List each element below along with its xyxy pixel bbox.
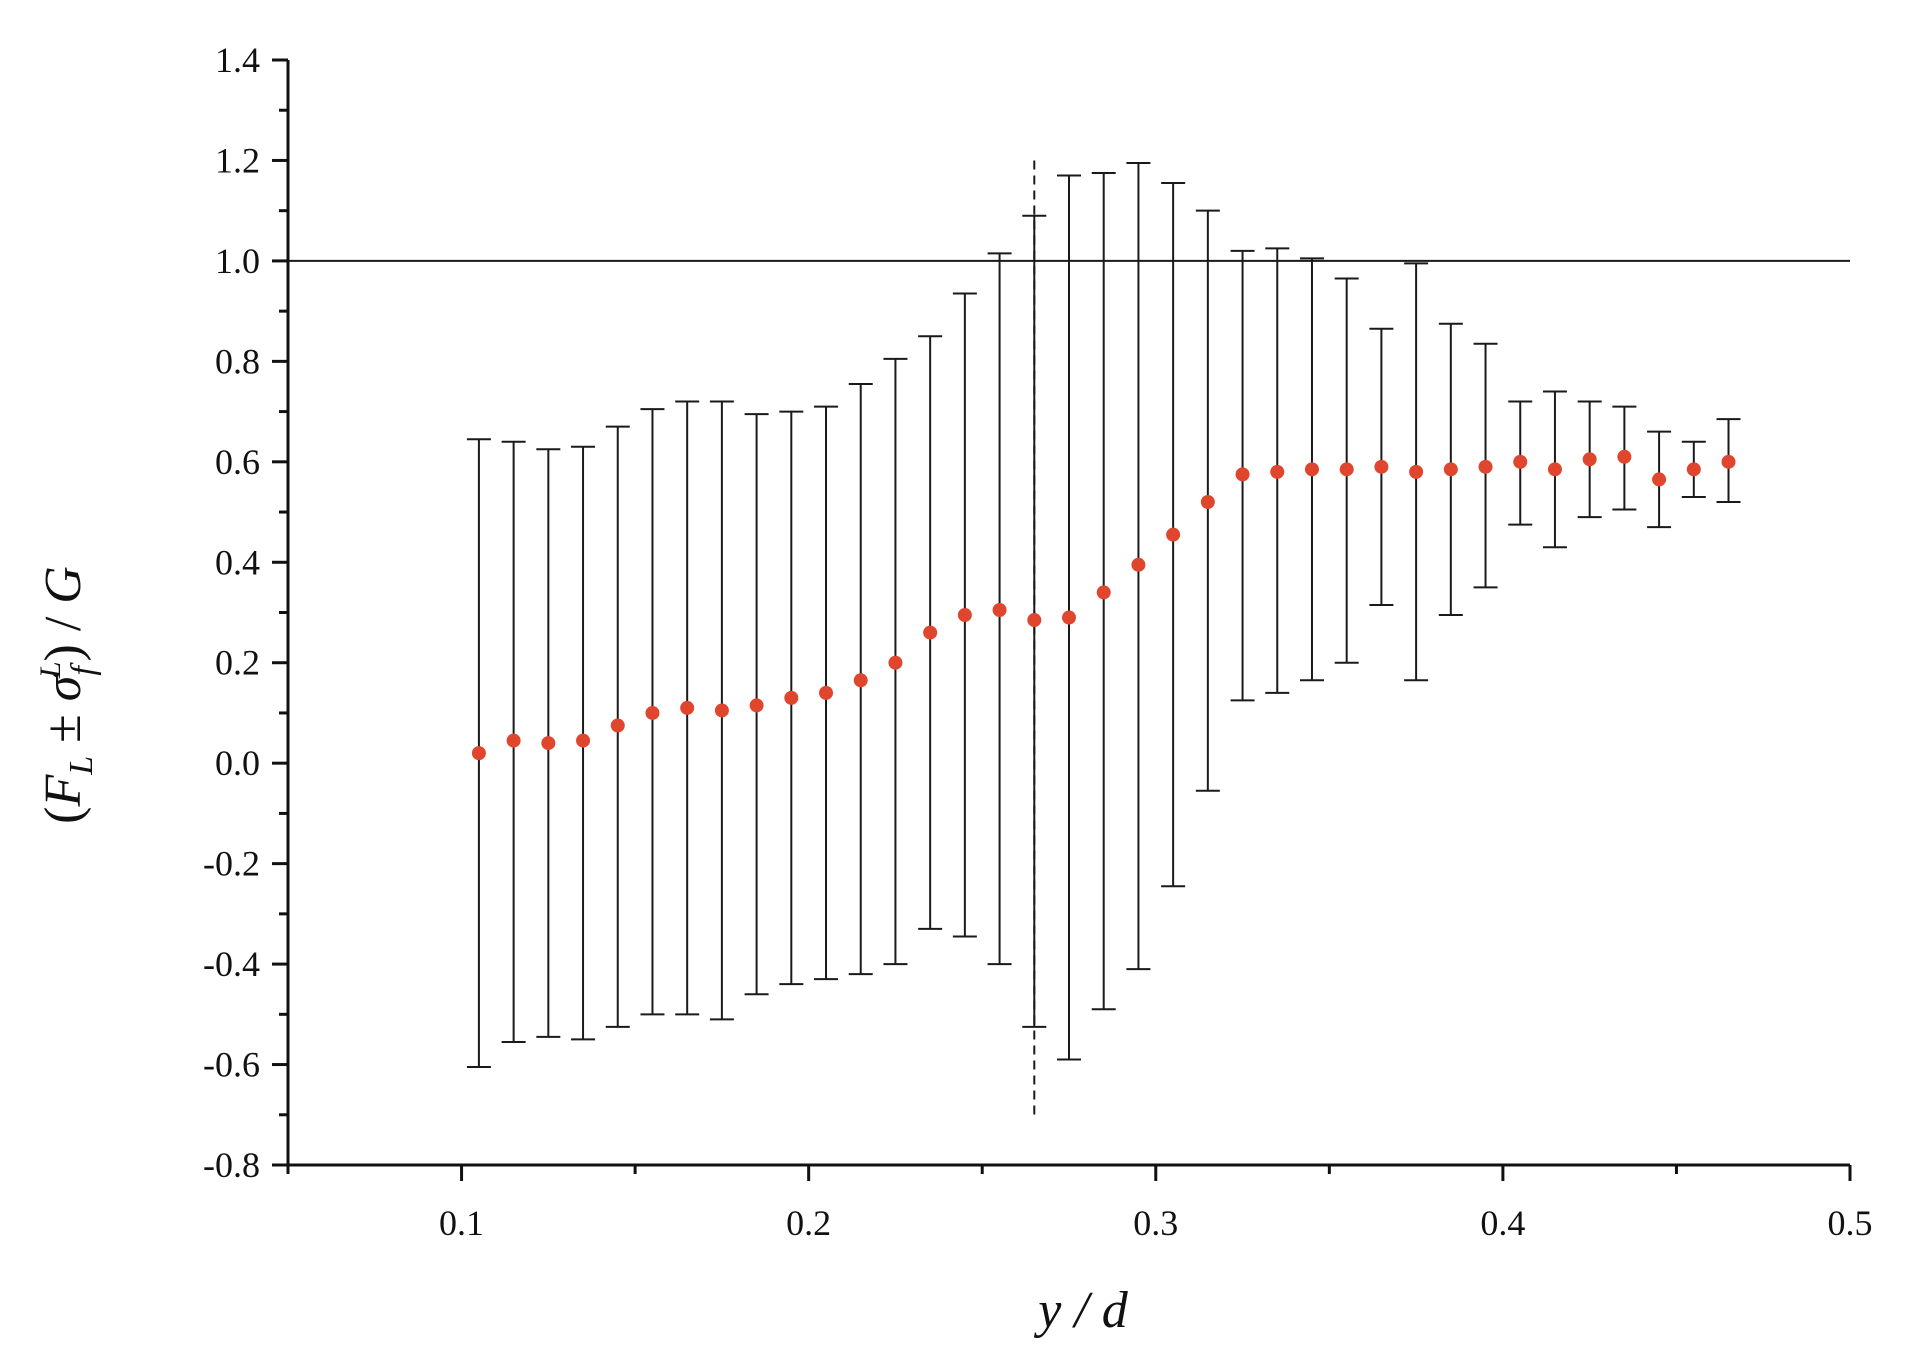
data-point [819,685,834,700]
data-point [714,703,729,718]
data-point [680,700,695,715]
data-point [749,698,764,713]
y-axis-label: (FL ± σfL) / G [34,566,102,824]
data-points [471,449,1736,761]
x-axis-label: y / d [1033,1282,1129,1339]
data-point [645,705,660,720]
data-point [610,718,625,733]
data-point [888,655,903,670]
y-tick-label: 1.2 [215,140,260,180]
x-tick-label: 0.4 [1480,1203,1525,1243]
data-point [576,733,591,748]
data-point [1443,462,1458,477]
y-tick-label: -0.8 [203,1145,260,1185]
data-point [1547,462,1562,477]
x-tick-label: 0.1 [439,1203,484,1243]
data-point [1478,459,1493,474]
y-tick-label: -0.4 [203,944,260,984]
data-point [1686,462,1701,477]
data-point [1339,462,1354,477]
tick-labels: -0.8 -0.6 -0.4 -0.2 0.0 0.2 0.4 0.6 0.8 1.0 1.2 1.4… [203,40,1873,1243]
axes [272,58,1852,1181]
y-tick-label: 1.4 [215,40,260,80]
data-point [1235,467,1250,482]
y-tick-label: 0.8 [215,341,260,381]
y-tick-label: 0.6 [215,442,260,482]
data-point [1652,472,1667,487]
data-point [853,673,868,688]
y-tick-label: 0.4 [215,542,260,582]
data-point [1409,464,1424,479]
data-point [1027,613,1042,628]
data-point [506,733,521,748]
x-tick-label: 0.3 [1133,1203,1178,1243]
data-point [471,746,486,761]
data-point [1200,495,1215,509]
data-point [541,736,556,751]
data-point [1374,459,1389,474]
y-tick-label: 0.2 [215,643,260,683]
data-point [1513,454,1528,469]
data-point [1721,454,1736,469]
data-point [1131,557,1146,572]
data-point [1096,585,1111,600]
x-tick-label: 0.2 [786,1203,831,1243]
data-point [1582,452,1597,467]
data-point [784,690,799,705]
data-point [992,602,1007,617]
data-point [1166,527,1181,542]
data-point [923,625,938,640]
data-point [1270,464,1285,479]
data-point [957,608,972,623]
y-tick-label: 1.0 [215,241,260,281]
x-tick-label: 0.5 [1828,1203,1873,1243]
data-point [1304,462,1319,477]
y-tick-label: 0.0 [215,743,260,783]
data-point [1617,449,1632,464]
y-tick-label: -0.2 [203,844,260,884]
y-tick-label: -0.6 [203,1045,260,1085]
data-point [1062,610,1076,625]
